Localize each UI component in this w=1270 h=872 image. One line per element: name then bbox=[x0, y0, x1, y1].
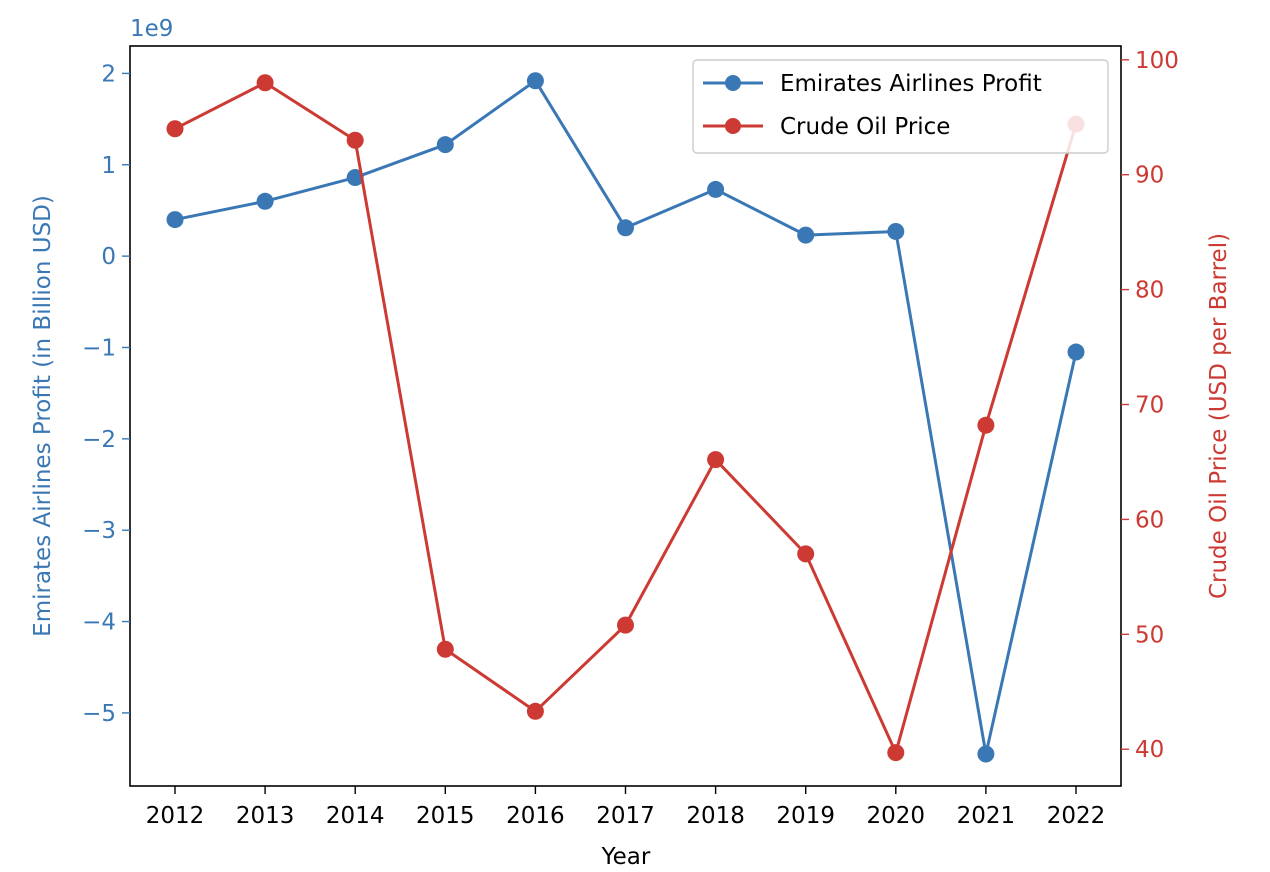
x-tick-label: 2016 bbox=[506, 803, 565, 829]
left-y-tick-label: −5 bbox=[82, 701, 116, 727]
legend-swatch-marker-oil bbox=[725, 118, 741, 134]
x-tick-label: 2014 bbox=[326, 803, 385, 829]
profit-point bbox=[1067, 343, 1085, 361]
left-axis-offset-label: 1e9 bbox=[130, 16, 173, 42]
left-y-tick-label: −4 bbox=[82, 610, 116, 636]
x-tick-label: 2013 bbox=[236, 803, 295, 829]
oil-point bbox=[346, 131, 364, 149]
x-tick-label: 2012 bbox=[146, 803, 205, 829]
profit-point bbox=[436, 136, 454, 154]
left-y-tick-label: 1 bbox=[101, 153, 116, 179]
profit-point bbox=[797, 226, 815, 244]
x-tick-label: 2018 bbox=[686, 803, 745, 829]
x-tick-label: 2022 bbox=[1047, 803, 1106, 829]
profit-point bbox=[887, 222, 905, 240]
left-y-tick-label: 2 bbox=[101, 61, 116, 87]
oil-point bbox=[977, 416, 995, 434]
oil-point bbox=[887, 744, 905, 762]
x-tick-label: 2015 bbox=[416, 803, 475, 829]
profit-point bbox=[346, 169, 364, 187]
x-axis-title: Year bbox=[601, 844, 651, 870]
right-y-tick-label: 70 bbox=[1135, 393, 1164, 419]
right-y-axis-title: Crude Oil Price (USD per Barrel) bbox=[1206, 233, 1232, 599]
oil-point bbox=[617, 616, 634, 634]
right-y-tick-label: 80 bbox=[1135, 278, 1164, 304]
oil-point bbox=[436, 640, 454, 658]
legend-label-oil: Crude Oil Price bbox=[780, 114, 950, 140]
left-y-tick-label: −2 bbox=[82, 427, 116, 453]
oil-point bbox=[166, 120, 184, 138]
left-y-tick-label: −3 bbox=[82, 518, 116, 544]
legend-box bbox=[692, 59, 1109, 154]
profit-point bbox=[166, 211, 184, 229]
right-y-tick-label: 90 bbox=[1135, 163, 1164, 189]
x-tick-label: 2017 bbox=[596, 803, 655, 829]
oil-point bbox=[526, 702, 544, 720]
left-y-axis: 2 1 0 −1 −2 −3 −4 −5 bbox=[82, 61, 130, 727]
x-tick-label: 2020 bbox=[867, 803, 926, 829]
right-y-tick-label: 100 bbox=[1135, 48, 1179, 74]
right-y-tick-label: 40 bbox=[1135, 737, 1164, 763]
profit-point bbox=[256, 192, 274, 210]
oil-point bbox=[797, 545, 815, 563]
x-tick-label: 2019 bbox=[776, 803, 835, 829]
right-y-tick-label: 50 bbox=[1135, 622, 1164, 648]
series-layer bbox=[166, 72, 1085, 763]
legend-label-profit: Emirates Airlines Profit bbox=[780, 71, 1042, 97]
legend-swatch-marker-profit bbox=[725, 75, 741, 91]
oil-point bbox=[707, 451, 725, 469]
plot-area bbox=[129, 45, 1122, 787]
right-y-axis: 100 90 80 70 60 50 40 bbox=[1121, 48, 1179, 763]
left-y-axis-title: Emirates Airlines Profit (in Billion USD… bbox=[30, 195, 56, 637]
x-axis: 2012 2013 2014 2015 2016 2017 2018 2019 2020 2021… bbox=[146, 786, 1106, 829]
left-y-tick-label: 0 bbox=[101, 244, 116, 270]
profit-point bbox=[707, 180, 725, 198]
left-y-tick-label: −1 bbox=[82, 335, 116, 361]
right-y-tick-label: 60 bbox=[1135, 507, 1164, 533]
profit-point bbox=[977, 745, 995, 763]
profit-point bbox=[617, 219, 634, 237]
profit-point bbox=[526, 72, 544, 90]
legend: Emirates Airlines Profit Crude Oil Price bbox=[692, 59, 1109, 154]
oil-point bbox=[256, 74, 274, 92]
x-tick-label: 2021 bbox=[957, 803, 1016, 829]
